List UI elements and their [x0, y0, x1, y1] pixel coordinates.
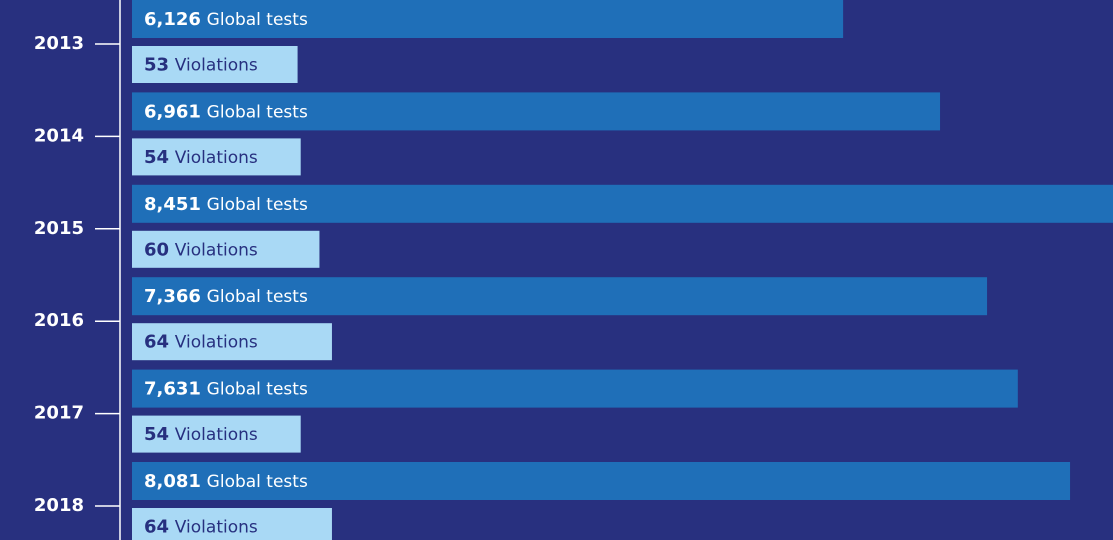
bar-series-name: Global tests [207, 472, 308, 492]
bar [132, 277, 988, 316]
bar-value: 6,126 [144, 9, 201, 30]
bar-series-name: Violations [175, 518, 258, 538]
bar [132, 184, 1113, 223]
bar-series-name: Global tests [207, 287, 308, 307]
bar-value: 54 [144, 424, 169, 445]
bar-label: 8,451 Global tests [144, 194, 308, 215]
bar [132, 508, 332, 540]
bar-label: 7,631 Global tests [144, 379, 308, 400]
bar-label: 64 Violations [144, 517, 258, 538]
bar-series-name: Global tests [207, 10, 308, 30]
bar-value: 64 [144, 517, 169, 538]
y-tick-label: 2017 [34, 403, 84, 424]
bar-label: 60 Violations [144, 239, 258, 260]
bar-value: 54 [144, 147, 169, 168]
bar-series-name: Violations [175, 56, 258, 76]
bar-label: 54 Violations [144, 424, 258, 445]
bar-label: 54 Violations [144, 147, 258, 168]
bar-label: 6,961 Global tests [144, 101, 308, 122]
y-tick-label: 2014 [34, 125, 84, 146]
bar-series-name: Violations [175, 425, 258, 445]
y-tick-label: 2015 [34, 218, 84, 239]
bar-value: 60 [144, 239, 169, 260]
bar-value: 7,631 [144, 379, 201, 400]
bar-value: 53 [144, 55, 169, 76]
bar [132, 462, 1071, 500]
bar-label: 6,126 Global tests [144, 9, 308, 30]
y-tick-label: 2016 [34, 310, 84, 331]
y-tick-label: 2013 [34, 33, 84, 54]
y-tick-label: 2018 [34, 495, 84, 516]
bar [132, 138, 301, 176]
bar-series-name: Violations [175, 148, 258, 168]
bar [132, 0, 844, 38]
bar-label: 53 Violations [144, 55, 258, 76]
bar [132, 230, 320, 268]
bar-label: 8,081 Global tests [144, 471, 308, 492]
bar-value: 7,366 [144, 286, 201, 307]
bar-series-name: Global tests [207, 380, 308, 400]
bar [132, 323, 332, 361]
bar [132, 415, 301, 453]
bar-series-name: Violations [175, 333, 258, 353]
bar-series-name: Global tests [207, 102, 308, 122]
bar-label: 64 Violations [144, 332, 258, 353]
bar-value: 8,451 [144, 194, 201, 215]
bar-value: 8,081 [144, 471, 201, 492]
bar-series-name: Violations [175, 240, 258, 260]
bar-series-name: Global tests [207, 195, 308, 215]
bar [132, 46, 298, 83]
bar [132, 92, 941, 131]
bar-value: 6,961 [144, 101, 201, 122]
bar-label: 7,366 Global tests [144, 286, 308, 307]
bar [132, 369, 1018, 408]
bar-value: 64 [144, 332, 169, 353]
